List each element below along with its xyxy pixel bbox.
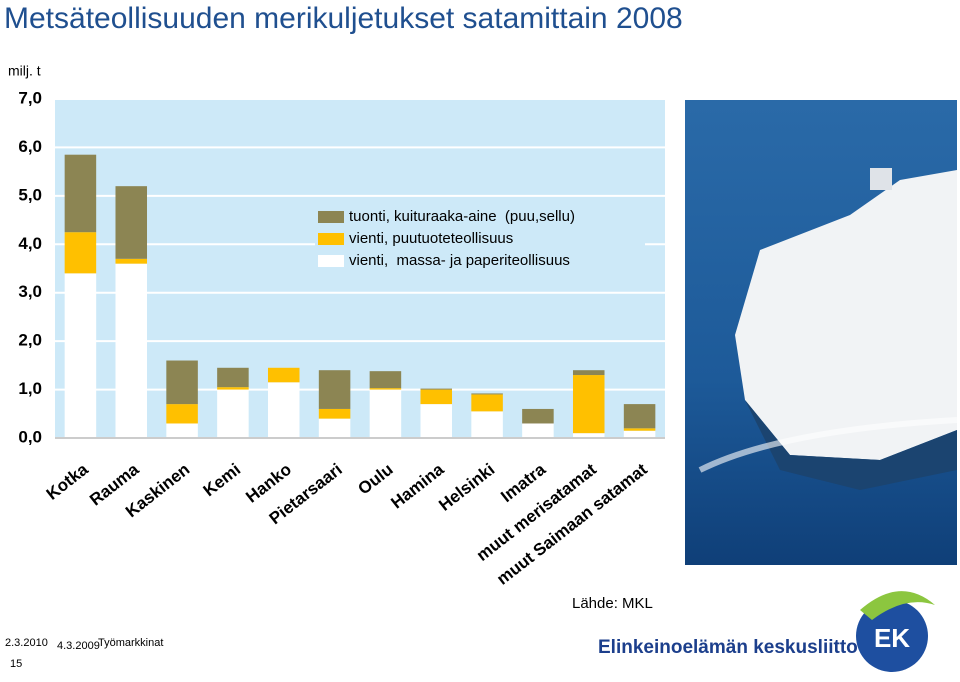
bar-segment	[115, 263, 148, 438]
footer-date: 2.3.2010	[5, 637, 48, 649]
bar-segment	[115, 258, 148, 264]
legend-box	[315, 200, 645, 275]
bar-segment	[115, 186, 148, 259]
legend-swatch	[318, 233, 344, 245]
bar-segment	[369, 389, 402, 438]
y-tick-label: 1,0	[18, 379, 42, 398]
logo-mark: EK	[856, 591, 935, 672]
y-tick-label: 3,0	[18, 282, 42, 301]
chart: 0,01,02,03,04,05,06,07,0KotkaRaumaKaskin…	[18, 88, 665, 589]
bar-segment	[217, 387, 249, 390]
bar-segment	[623, 430, 656, 438]
bar-segment	[522, 423, 554, 438]
bar-segment	[572, 375, 605, 434]
slide-title: Metsäteollisuuden merikuljetukset satami…	[4, 2, 683, 35]
x-tick-label: Helsinki	[435, 460, 498, 515]
footer-section: Työmarkkinat	[98, 637, 163, 649]
bar-segment	[522, 408, 554, 424]
y-tick-label: 4,0	[18, 234, 42, 253]
bar-segment	[217, 389, 249, 438]
x-tick-label: Kemi	[200, 460, 244, 501]
bar-segment	[572, 433, 605, 438]
y-tick-label: 5,0	[18, 185, 42, 204]
x-tick-label: Oulu	[354, 460, 396, 499]
bar-segment	[369, 371, 402, 389]
y-axis-label: milj. t	[8, 63, 41, 79]
bar-segment	[471, 411, 503, 438]
logo-mark-text: EK	[874, 623, 910, 653]
bar-segment	[420, 389, 453, 405]
y-tick-label: 6,0	[18, 137, 42, 156]
bar-segment	[318, 408, 351, 419]
bar-segment	[267, 367, 300, 383]
bar-segment	[572, 370, 605, 376]
bar-segment	[166, 404, 198, 424]
bar-segment	[217, 367, 249, 388]
ship-photo	[685, 100, 958, 565]
bar-segment	[64, 232, 97, 274]
y-tick-label: 2,0	[18, 331, 42, 350]
bar-segment	[166, 360, 198, 405]
y-tick-label: 0,0	[18, 427, 42, 446]
legend-swatch	[318, 211, 344, 223]
x-tick-label: Kotka	[43, 459, 92, 503]
legend-swatch	[318, 255, 344, 267]
bar-segment	[623, 404, 656, 429]
bar-segment	[420, 388, 453, 390]
legend-label: vienti, puutuoteteollisuus	[349, 230, 513, 247]
legend-label: tuonti, kuituraaka-aine (puu,sellu)	[349, 208, 575, 225]
bar-segment	[318, 370, 351, 409]
bar-segment	[267, 382, 300, 438]
bar-segment	[64, 154, 97, 233]
legend-label: vienti, massa- ja paperiteollisuus	[349, 252, 570, 269]
y-tick-label: 7,0	[18, 88, 42, 107]
bar-segment	[471, 394, 503, 412]
bar-segment	[64, 273, 97, 438]
footer-page: 15	[10, 658, 22, 670]
bar-segment	[420, 404, 453, 438]
bar-segment	[166, 423, 198, 438]
logo-name: Elinkeinoelämän keskusliitto	[598, 637, 858, 658]
source: Lähde: MKL	[572, 595, 653, 612]
bar-segment	[369, 388, 402, 390]
bar-segment	[471, 393, 503, 395]
bar-segment	[318, 418, 351, 438]
bar-segment	[623, 428, 656, 431]
footer-date2: 4.3.2009	[57, 640, 100, 652]
